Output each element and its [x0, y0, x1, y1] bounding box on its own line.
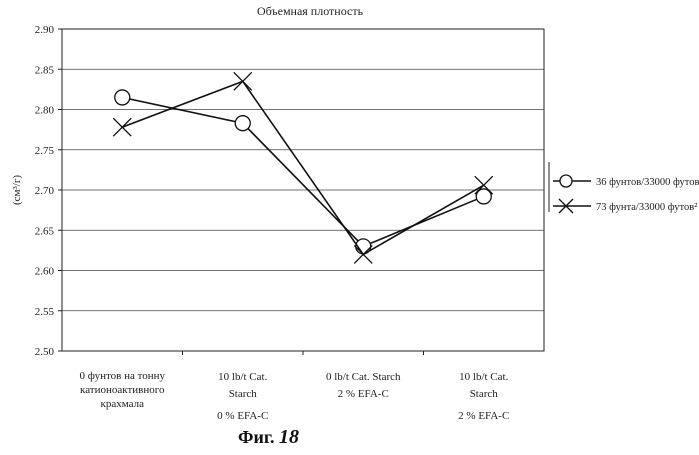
x-tick-label: 2 % EFA-C: [458, 410, 509, 422]
data-point-circle: [235, 116, 250, 131]
data-point-x: [113, 118, 131, 136]
x-tick-label: 2 % EFA-C: [338, 388, 389, 400]
x-tick-label: 10 lb/t Cat.: [459, 371, 508, 383]
legend: 36 фунтов/33000 футов² 73 фунта/33000 фу…: [549, 162, 699, 213]
series-line-2: [122, 81, 484, 254]
x-axis-tick-labels: 0 фунтов на тонну катионоактивного крахмал…: [79, 370, 509, 422]
y-tick-label: 2.70: [35, 185, 55, 197]
x-tick-label: крахмала: [101, 398, 145, 410]
y-tick-label: 2.90: [35, 24, 55, 36]
x-tick-label: Starch: [470, 388, 499, 400]
figure-caption-prefix: Фиг.: [238, 427, 274, 447]
y-tick-label: 2.85: [35, 64, 55, 76]
legend-label-series-2: 73 фунта/33000 футов²: [596, 202, 697, 213]
data-point-circle: [115, 90, 130, 105]
y-tick-label: 2.50: [35, 346, 55, 358]
y-tick-label: 2.55: [35, 306, 55, 318]
figure-caption-number: 18: [279, 426, 299, 448]
y-tick-label: 2.65: [35, 225, 55, 237]
y-tick-label: 2.75: [35, 145, 55, 157]
x-tick-label: 0 % EFA-C: [217, 410, 268, 422]
x-tick-label: 0 фунтов на тонну: [79, 370, 165, 382]
x-tick-label: Starch: [229, 388, 258, 400]
series-layer: [113, 72, 493, 263]
x-tick-label: 10 lb/t Cat.: [218, 371, 267, 383]
figure-caption: Фиг. 18: [238, 426, 368, 449]
legend-label-series-1: 36 фунтов/33000 футов²: [596, 177, 699, 188]
y-axis-ticks: 2.50 2.55 2.60 2.65 2.70 2.75 2.80 2.85 2.90: [35, 24, 62, 358]
y-tick-label: 2.80: [35, 105, 55, 117]
chart-title: Объемная плотность: [257, 4, 364, 18]
data-point-x: [234, 72, 252, 90]
series-line-1: [122, 97, 484, 246]
gridlines: [62, 69, 544, 355]
x-tick-label: 0 lb/t Cat. Starch: [326, 371, 401, 383]
x-tick-label: катионоактивного: [80, 384, 165, 396]
legend-marker-circle: [560, 175, 572, 187]
y-axis-label: (см³/г): [11, 175, 23, 205]
y-tick-label: 2.60: [35, 266, 55, 278]
